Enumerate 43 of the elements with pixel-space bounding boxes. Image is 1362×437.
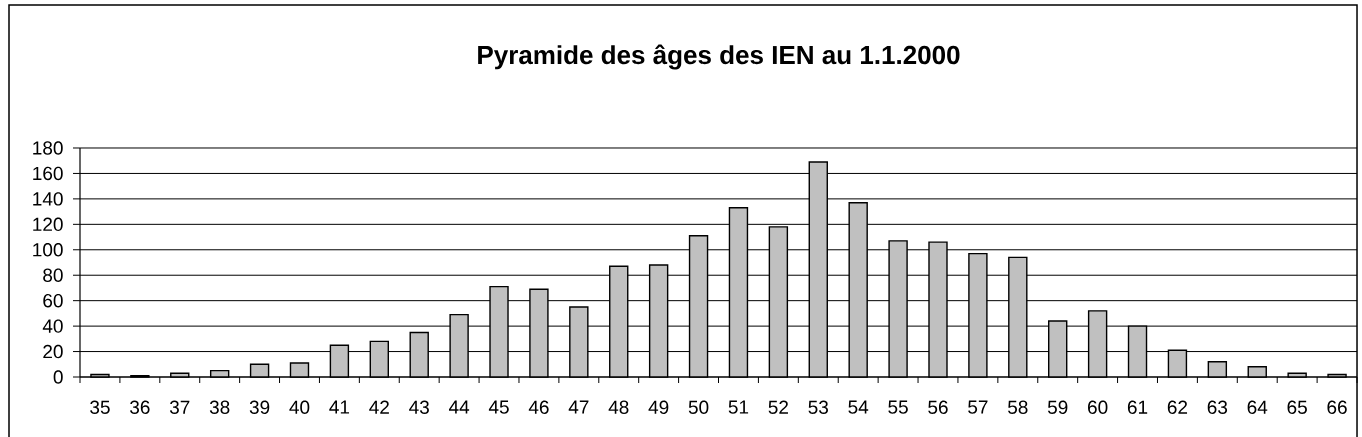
chart-title: Pyramide des âges des IEN au 1.1.2000 bbox=[478, 44, 960, 70]
y-tick-label: 60 bbox=[43, 293, 63, 308]
x-tick-label: 66 bbox=[1327, 400, 1347, 414]
x-tick-label: 54 bbox=[848, 400, 869, 414]
x-tick-label: 51 bbox=[728, 400, 749, 414]
x-tick-label: 49 bbox=[648, 400, 669, 414]
x-tick-label: 36 bbox=[130, 400, 150, 414]
x-tick-label: 46 bbox=[528, 400, 549, 414]
y-tick-label: 120 bbox=[33, 217, 63, 232]
x-tick-label: 38 bbox=[209, 400, 230, 414]
x-tick-label: 58 bbox=[1008, 400, 1028, 414]
x-tick-label: 61 bbox=[1127, 400, 1148, 414]
x-tick-label: 64 bbox=[1247, 400, 1268, 414]
x-tick-label: 52 bbox=[768, 400, 788, 414]
x-tick-label: 55 bbox=[888, 400, 908, 414]
x-tick-label: 39 bbox=[249, 400, 270, 414]
y-tick-label: 160 bbox=[33, 166, 63, 181]
x-tick-label: 60 bbox=[1088, 400, 1108, 414]
x-tick-label: 41 bbox=[329, 400, 350, 414]
y-tick-label: 140 bbox=[33, 192, 63, 206]
y-tick-label: 0 bbox=[53, 370, 63, 384]
x-tick-label: 43 bbox=[409, 400, 429, 414]
x-tick-label: 37 bbox=[169, 400, 190, 414]
x-tick-label: 40 bbox=[289, 400, 310, 414]
x-tick-label: 59 bbox=[1047, 400, 1068, 414]
x-tick-label: 35 bbox=[90, 400, 110, 414]
y-tick-label: 100 bbox=[33, 243, 63, 257]
x-tick-label: 50 bbox=[688, 400, 709, 414]
y-tick-label: 180 bbox=[33, 141, 63, 155]
x-tick-label: 48 bbox=[608, 400, 629, 414]
x-tick-label: 63 bbox=[1207, 400, 1228, 414]
x-tick-label: 57 bbox=[968, 400, 988, 414]
x-tick-label: 42 bbox=[369, 400, 389, 414]
x-tick-label: 53 bbox=[808, 400, 829, 414]
x-tick-label: 45 bbox=[488, 400, 509, 414]
y-tick-label: 80 bbox=[43, 268, 63, 282]
x-tick-label: 62 bbox=[1167, 400, 1188, 414]
x-tick-label: 47 bbox=[568, 400, 589, 414]
x-tick-label: 65 bbox=[1287, 400, 1307, 414]
y-tick-label: 20 bbox=[43, 344, 63, 359]
y-tick-label: 40 bbox=[42, 319, 63, 333]
x-tick-label: 56 bbox=[928, 400, 948, 414]
x-tick-label: 44 bbox=[448, 400, 470, 414]
